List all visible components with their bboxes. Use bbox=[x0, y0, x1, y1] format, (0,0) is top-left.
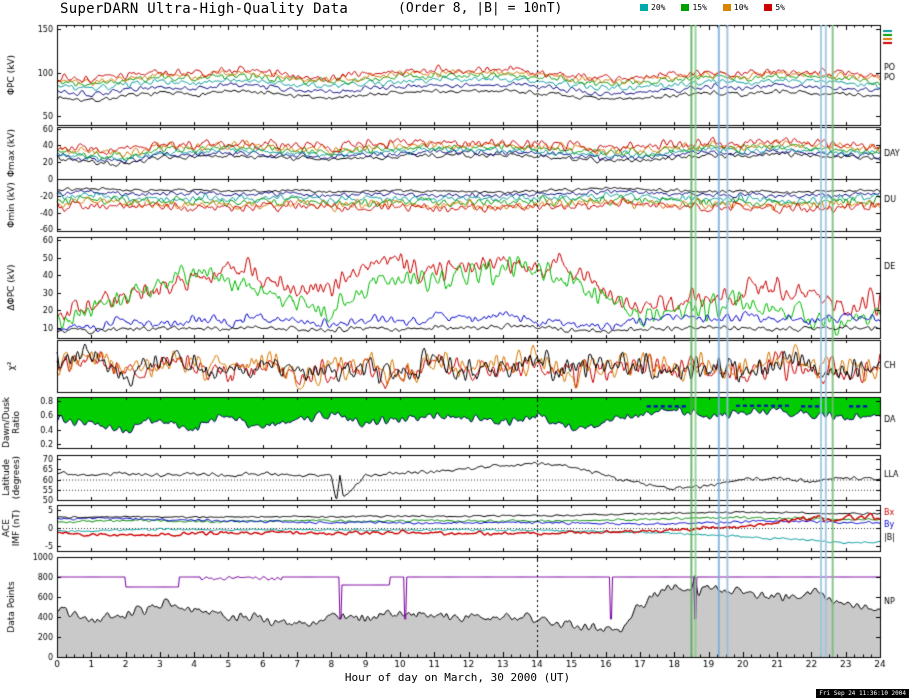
legend-item: 10% bbox=[722, 3, 749, 12]
legend-item: 20% bbox=[640, 3, 665, 12]
subtitle: (Order 8, |B| = 10nT) bbox=[398, 1, 563, 16]
legend-item: 15% bbox=[681, 3, 707, 12]
legend-label: 10% bbox=[733, 3, 749, 12]
legend-label: 20% bbox=[651, 3, 666, 12]
legend-label: 15% bbox=[692, 3, 707, 12]
page-title: SuperDARN Ultra-High-Quality Data bbox=[60, 1, 349, 17]
legend-swatch bbox=[681, 4, 690, 11]
legend-swatch bbox=[640, 4, 648, 11]
timestamp: Fri Sep 24 11:36:10 2004 bbox=[816, 688, 909, 698]
legend-swatch bbox=[764, 4, 773, 11]
legend-swatch bbox=[722, 4, 731, 11]
legend: 20% 15% 10% 5% bbox=[640, 3, 785, 12]
legend-item: 5% bbox=[764, 3, 785, 12]
legend-label: 5% bbox=[775, 3, 785, 12]
x-axis-label: Hour of day on March, 30 2000 (UT) bbox=[344, 671, 571, 684]
